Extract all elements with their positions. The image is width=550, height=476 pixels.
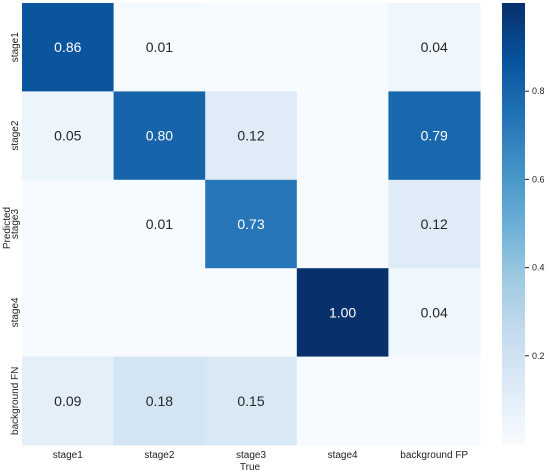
- heatmap-cell: [296, 3, 389, 92]
- x-tick-label: stage1: [53, 450, 83, 461]
- heatmap-cell: [388, 356, 481, 446]
- heatmap-cell: [22, 91, 115, 181]
- y-tick-label: stage4: [10, 297, 21, 327]
- heatmap-cell: [296, 179, 389, 269]
- x-axis-ticks: stage1 stage2 stage3 stage4 background FP: [53, 450, 469, 461]
- heatmap-cell: [296, 91, 389, 181]
- x-tick-label: stage2: [144, 450, 174, 461]
- heatmap-cell: [22, 3, 115, 92]
- heatmap-cell: [113, 179, 206, 269]
- colorbar-tick-label: 0.2: [532, 351, 545, 361]
- colorbar-tick-label: 0.4: [532, 263, 545, 273]
- heatmap-cell: [205, 179, 298, 269]
- x-tick-label: stage3: [236, 450, 266, 461]
- heatmap-cell: [113, 91, 206, 181]
- cell-value-label: 0.12: [421, 216, 448, 232]
- heatmap-cell: [388, 3, 481, 92]
- heatmap-cell: [205, 3, 298, 92]
- cell-value-label: 0.79: [421, 128, 448, 144]
- heatmap-cell-labels: 0.86 0.01 0.04 0.05 0.80 0.12 0.79 0.01 0.73 0.12…: [54, 39, 448, 409]
- heatmap-cells: [22, 3, 481, 446]
- heatmap-cell: [205, 356, 298, 446]
- cell-value-label: 0.73: [237, 216, 264, 232]
- x-tick-label: stage4: [328, 450, 358, 461]
- cell-value-label: 0.05: [54, 128, 81, 144]
- colorbar-tick-label: 0.8: [532, 86, 545, 96]
- colorbar-ticks: 0.2 0.4 0.6 0.8: [525, 86, 545, 361]
- x-axis-label: True: [240, 462, 261, 473]
- cell-value-label: 0.12: [237, 128, 264, 144]
- heatmap-cell: [205, 268, 298, 358]
- y-tick-label: stage2: [10, 120, 21, 150]
- heatmap-cell: [22, 179, 115, 269]
- cell-value-label: 0.86: [54, 39, 81, 55]
- heatmap-cell: [22, 268, 115, 358]
- cell-value-label: 0.04: [421, 304, 448, 320]
- cell-value-label: 0.01: [146, 39, 173, 55]
- y-axis-label: Predicted: [2, 207, 13, 249]
- y-tick-label: stage3: [10, 209, 21, 239]
- colorbar: [502, 3, 525, 444]
- cell-value-label: 0.09: [54, 393, 81, 409]
- cell-value-label: 0.04: [421, 39, 448, 55]
- heatmap-cell: [388, 268, 481, 358]
- x-tick-label: background FP: [400, 450, 468, 461]
- heatmap-cell: [296, 268, 389, 358]
- y-tick-label: background FN: [10, 367, 21, 435]
- cell-value-label: 0.15: [237, 393, 264, 409]
- heatmap-cell: [113, 3, 206, 92]
- cell-value-label: 1.00: [329, 304, 356, 320]
- cell-value-label: 0.18: [146, 393, 173, 409]
- heatmap-cell: [113, 356, 206, 446]
- cell-value-label: 0.80: [146, 128, 173, 144]
- y-tick-label: stage1: [10, 32, 21, 62]
- heatmap-cell: [388, 179, 481, 269]
- heatmap-cell: [113, 268, 206, 358]
- heatmap-cell: [388, 91, 481, 181]
- y-axis-ticks: stage1 stage2 stage3 stage4 background FN: [10, 32, 21, 435]
- heatmap-cell: [22, 356, 115, 446]
- colorbar-tick-label: 0.6: [532, 174, 545, 184]
- heatmap-cell: [205, 91, 298, 181]
- cell-value-label: 0.01: [146, 216, 173, 232]
- heatmap-cell: [296, 356, 389, 446]
